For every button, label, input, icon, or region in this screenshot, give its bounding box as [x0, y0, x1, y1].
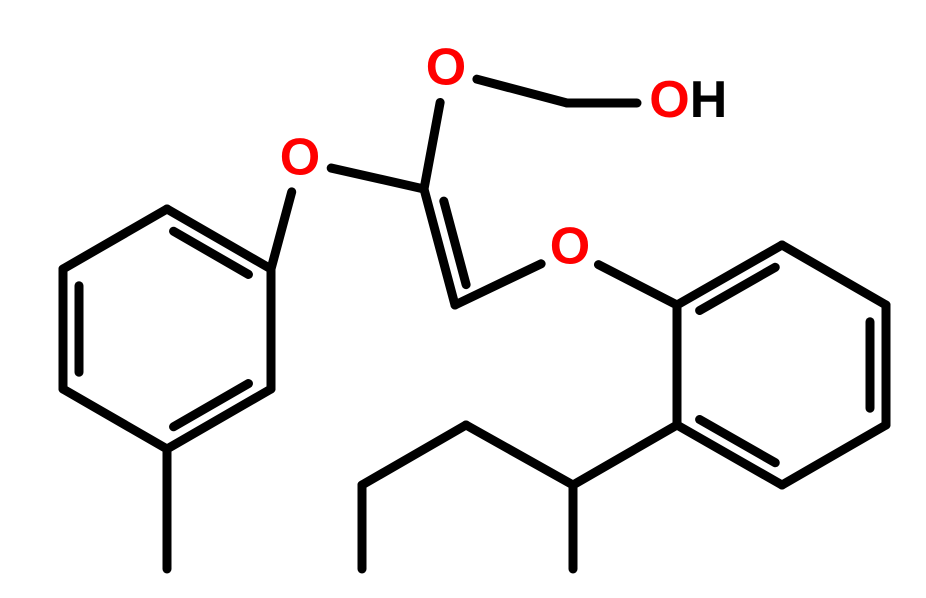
- bond: [362, 425, 466, 485]
- bond: [63, 389, 167, 449]
- atom-label-o: O: [426, 39, 466, 97]
- atom-label-o: O: [550, 218, 590, 276]
- bond: [598, 265, 677, 305]
- bond: [466, 425, 573, 485]
- bond: [331, 168, 424, 189]
- atom-label-o: O: [280, 129, 320, 187]
- bond: [424, 189, 455, 305]
- bond: [782, 425, 886, 485]
- bond: [271, 192, 292, 269]
- bond: [424, 102, 440, 189]
- bond: [782, 245, 886, 305]
- bond: [63, 209, 167, 269]
- bond: [573, 425, 677, 485]
- bond: [477, 79, 567, 103]
- atom-label-o: OH: [649, 71, 727, 129]
- molecule-diagram: O O OH O: [0, 0, 926, 598]
